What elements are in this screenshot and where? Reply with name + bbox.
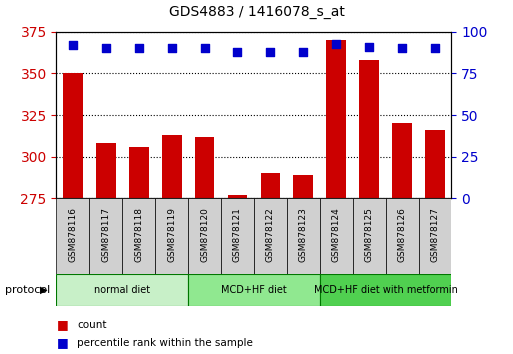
Point — [168, 46, 176, 51]
Bar — [96, 143, 115, 354]
Point — [398, 46, 406, 51]
Text: GSM878127: GSM878127 — [430, 207, 440, 262]
Bar — [221, 198, 254, 274]
Text: GSM878120: GSM878120 — [200, 207, 209, 262]
Text: GSM878118: GSM878118 — [134, 207, 143, 262]
Bar — [419, 198, 451, 274]
Bar — [122, 198, 155, 274]
Bar — [162, 135, 182, 354]
Text: GDS4883 / 1416078_s_at: GDS4883 / 1416078_s_at — [169, 5, 344, 19]
Text: normal diet: normal diet — [94, 285, 150, 295]
Bar — [386, 198, 419, 274]
Bar — [194, 137, 214, 354]
Text: protocol: protocol — [5, 285, 50, 295]
Text: GSM878123: GSM878123 — [299, 207, 308, 262]
Bar — [261, 173, 280, 354]
Point — [233, 49, 242, 55]
Text: ■: ■ — [56, 336, 68, 349]
Bar — [287, 198, 320, 274]
Point — [266, 49, 274, 55]
Point — [134, 46, 143, 51]
Text: ▶: ▶ — [40, 285, 47, 295]
Text: GSM878125: GSM878125 — [365, 207, 373, 262]
Bar — [56, 274, 188, 306]
Point — [299, 49, 307, 55]
Bar — [353, 198, 386, 274]
Text: MCD+HF diet with metformin: MCD+HF diet with metformin — [313, 285, 458, 295]
Text: count: count — [77, 320, 107, 330]
Point — [365, 44, 373, 50]
Bar — [56, 198, 89, 274]
Bar — [254, 198, 287, 274]
Text: GSM878122: GSM878122 — [266, 207, 275, 262]
Bar — [326, 40, 346, 354]
Bar — [359, 60, 379, 354]
Bar — [89, 198, 122, 274]
Bar — [293, 175, 313, 354]
Point — [332, 41, 340, 46]
Bar — [228, 195, 247, 354]
Text: MCD+HF diet: MCD+HF diet — [221, 285, 287, 295]
Text: GSM878117: GSM878117 — [101, 207, 110, 262]
Text: GSM878119: GSM878119 — [167, 207, 176, 262]
Point — [69, 42, 77, 48]
Bar — [155, 198, 188, 274]
Text: GSM878116: GSM878116 — [68, 207, 77, 262]
Text: GSM878126: GSM878126 — [398, 207, 407, 262]
Bar — [425, 130, 445, 354]
Bar — [129, 147, 149, 354]
Point — [102, 46, 110, 51]
Bar — [392, 124, 412, 354]
Bar — [320, 274, 451, 306]
Text: GSM878124: GSM878124 — [332, 207, 341, 262]
Bar — [320, 198, 353, 274]
Bar — [63, 74, 83, 354]
Text: ■: ■ — [56, 319, 68, 331]
Bar — [188, 198, 221, 274]
Bar — [188, 274, 320, 306]
Text: GSM878121: GSM878121 — [233, 207, 242, 262]
Point — [201, 46, 209, 51]
Text: percentile rank within the sample: percentile rank within the sample — [77, 338, 253, 348]
Point — [431, 46, 439, 51]
